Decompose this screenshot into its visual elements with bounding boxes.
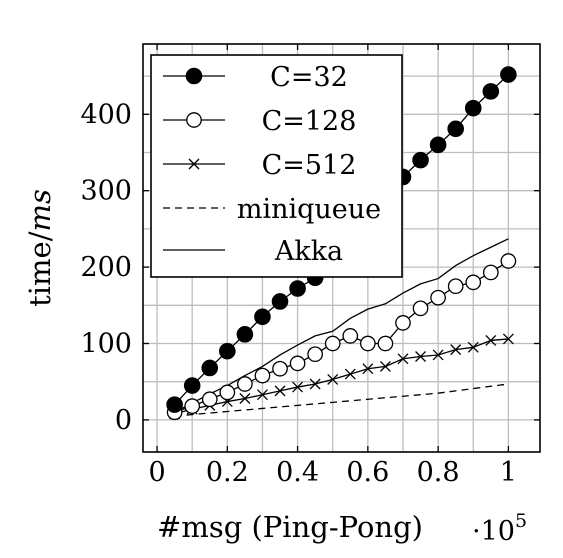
data-point-c-32-1 [183, 377, 201, 394]
data-point-c-32-0 [166, 396, 183, 413]
x-tick-label-4: 0.8 [417, 457, 460, 488]
y-tick-label-1: 100 [80, 329, 132, 360]
data-point-c-512-8 [309, 378, 321, 390]
data-point-c-128-14 [412, 300, 429, 317]
series-miniqueue [174, 383, 509, 417]
data-point-c-512-11 [362, 363, 374, 375]
x-axis-label: #msg (Ping-Pong) [157, 510, 423, 544]
data-point-c-512-18 [485, 334, 497, 346]
data-point-c-32-4 [236, 326, 254, 343]
y-tick-label-4: 400 [80, 99, 132, 130]
data-point-c-512-7 [292, 381, 304, 393]
y-axis-label: time/ms [23, 189, 57, 307]
legend-marker-c-32 [185, 67, 203, 85]
data-point-c-32-5 [254, 308, 271, 326]
series-line-c-512 [174, 338, 509, 415]
y-tick-label-0: 0 [115, 405, 132, 436]
data-point-c-512-16 [450, 344, 462, 356]
legend-item-akka: Akka [163, 236, 343, 267]
x-tick-label-5: 1 [500, 457, 517, 488]
chart-series-layer [166, 66, 517, 421]
legend-label-c-32: C=32 [270, 62, 348, 93]
data-point-c-128-12 [377, 335, 394, 352]
data-point-c-512-15 [432, 349, 444, 361]
series-line-akka [174, 238, 509, 413]
axis-ticks: 0 0.2 0.4 0.6 0.8 1 0 100 200 300 400 [80, 44, 540, 488]
data-point-c-128-19 [500, 253, 517, 269]
data-point-c-32-7 [289, 280, 306, 297]
x-tick-label-0: 0 [148, 457, 165, 488]
data-point-c-32-2 [201, 359, 219, 377]
series-c-128 [166, 253, 517, 421]
data-point-c-512-19 [502, 333, 514, 345]
y-tick-label-3: 300 [80, 176, 132, 207]
data-point-c-32-6 [271, 293, 289, 310]
plot-area-frame [142, 43, 541, 453]
series-line-miniqueue [174, 383, 509, 417]
data-point-c-128-6 [272, 360, 288, 377]
data-point-c-512-4 [239, 393, 251, 404]
x-axis-multiplier-exponent: 5 [515, 510, 527, 532]
data-point-c-512-14 [415, 351, 427, 362]
data-point-c-128-13 [395, 315, 411, 331]
x-tick-label-2: 0.4 [276, 457, 319, 488]
data-point-c-32-16 [447, 120, 464, 138]
x-axis-multiplier-base: ·10 [472, 516, 515, 547]
series-akka [174, 238, 509, 413]
legend-label-c-512: C=512 [262, 150, 357, 181]
data-point-c-32-15 [429, 136, 447, 154]
svg-text:time/ms: time/ms [23, 189, 57, 307]
data-point-c-128-18 [482, 264, 499, 281]
data-point-c-128-9 [324, 335, 341, 352]
x-tick-label-1: 0.2 [206, 457, 249, 488]
data-point-c-128-8 [307, 346, 324, 363]
data-point-c-128-7 [289, 355, 306, 372]
chart-legend: C=32 C=128 C=512 miniqueue Akka [150, 54, 403, 278]
data-point-c-512-9 [327, 373, 339, 385]
y-tick-label-2: 200 [80, 252, 132, 283]
legend-label-akka: Akka [274, 236, 343, 267]
legend-item-c-32: C=32 [163, 62, 348, 93]
data-point-c-128-16 [447, 278, 464, 295]
y-axis-label-unit: ms [23, 189, 57, 231]
legend-label-miniqueue: miniqueue [237, 194, 381, 225]
data-point-c-512-13 [397, 353, 409, 365]
legend-item-miniqueue: miniqueue [163, 194, 381, 225]
x-axis-multiplier: ·105 [472, 510, 527, 547]
data-point-c-128-15 [430, 289, 446, 306]
legend-marker-c-512 [188, 158, 200, 170]
legend-item-c-128: C=128 [163, 106, 356, 137]
data-point-c-128-2 [201, 391, 218, 408]
data-point-c-128-3 [219, 384, 236, 401]
data-point-c-512-12 [379, 360, 391, 372]
data-point-c-512-5 [256, 389, 268, 401]
data-point-c-32-19 [500, 66, 517, 83]
legend-item-c-512: C=512 [163, 150, 356, 181]
data-point-c-128-4 [237, 376, 253, 392]
data-point-c-32-17 [464, 99, 482, 117]
data-point-c-128-5 [254, 367, 271, 384]
legend-marker-c-128 [186, 112, 202, 128]
data-point-c-128-10 [342, 328, 359, 344]
data-point-c-512-10 [344, 368, 356, 380]
data-point-c-128-1 [184, 398, 201, 415]
data-point-c-32-14 [412, 151, 429, 169]
legend-label-c-128: C=128 [262, 106, 357, 137]
x-tick-label-3: 0.6 [346, 457, 389, 488]
data-point-c-32-18 [482, 83, 500, 100]
data-point-c-128-11 [359, 335, 376, 352]
data-point-c-128-17 [465, 274, 482, 291]
y-axis-label-main: time/ [23, 231, 57, 307]
data-point-c-512-17 [467, 341, 479, 353]
data-point-c-512-6 [274, 385, 286, 397]
data-point-c-32-3 [219, 342, 236, 360]
